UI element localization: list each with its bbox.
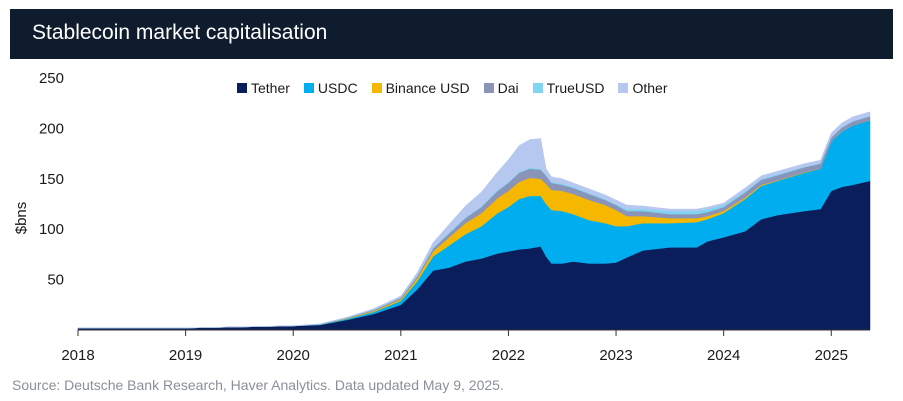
legend-swatch	[618, 83, 629, 93]
legend-item-usdc: USDC	[303, 80, 358, 96]
legend-label: Binance USD	[385, 80, 470, 96]
legend-item-trueusd: TrueUSD	[532, 80, 605, 96]
legend-item-binance-usd: Binance USD	[371, 80, 470, 96]
legend-label: Tether	[251, 80, 290, 96]
stacked-area-chart: 2018 2019 2020 2021 2022 2023 2024 2025 50 100 150…	[13, 70, 871, 364]
legend-swatch	[371, 83, 382, 93]
chart-header: Stablecoin market capitalisation	[10, 9, 893, 59]
legend-item-tether: Tether	[237, 80, 290, 96]
x-tick-label: 2019	[169, 347, 202, 364]
x-tick-label: 2018	[61, 347, 94, 364]
y-tick-label: 50	[47, 272, 64, 289]
x-tick-label: 2025	[815, 347, 848, 364]
legend-swatch	[303, 83, 314, 93]
y-tick-label: 200	[39, 120, 64, 137]
y-tick-label: 250	[39, 70, 64, 87]
legend-label: Other	[632, 80, 668, 96]
legend-label: USDC	[317, 80, 358, 96]
area-other	[78, 111, 871, 329]
legend-item-dai: Dai	[483, 80, 519, 96]
y-tick-label: 150	[39, 171, 64, 188]
x-tick-label: 2023	[599, 347, 632, 364]
chart-title: Stablecoin market capitalisation	[32, 21, 328, 44]
x-tick-label: 2021	[384, 347, 417, 364]
legend-label: TrueUSD	[546, 80, 605, 96]
y-axis-title: $bns	[13, 202, 30, 235]
legend: Tether USDC Binance USD Dai TrueUSD Other	[237, 80, 668, 96]
legend-label: Dai	[497, 80, 519, 96]
legend-swatch	[237, 83, 247, 93]
legend-item-other: Other	[618, 80, 668, 96]
x-tick-label: 2020	[277, 347, 310, 364]
x-tick-label: 2024	[707, 347, 740, 364]
y-tick-label: 100	[39, 221, 64, 238]
source-note: Source: Deutsche Bank Research, Haver An…	[12, 377, 504, 393]
legend-swatch	[532, 83, 543, 93]
legend-swatch	[483, 83, 494, 93]
x-tick-label: 2022	[492, 347, 525, 364]
